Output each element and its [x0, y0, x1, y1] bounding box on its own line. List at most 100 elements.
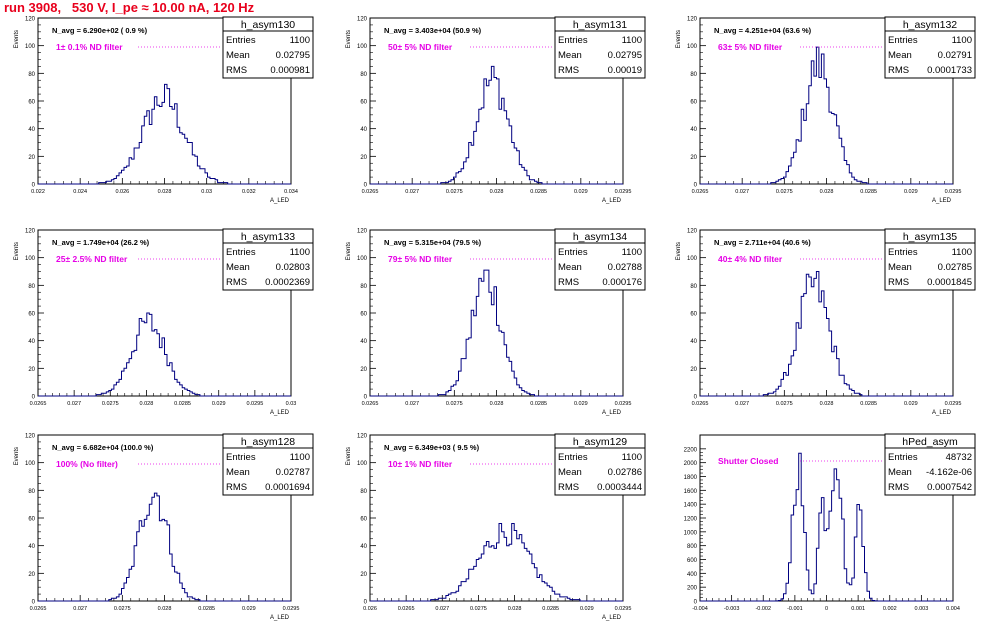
- y-tick-label: 0: [364, 600, 368, 606]
- stats-value-rms: 0.000981: [270, 65, 310, 76]
- stats-label-entries: Entries: [226, 452, 256, 463]
- y-tick-label: 100: [25, 44, 36, 50]
- histogram-line: [370, 65, 623, 185]
- filter-annotation: 40± 4% ND filter: [718, 254, 783, 264]
- y-tick-label: 40: [690, 339, 697, 345]
- y-tick-label: 100: [357, 256, 368, 262]
- x-tick-label: 0.022: [31, 189, 45, 195]
- y-axis-title: Events: [346, 447, 352, 465]
- run-title: run 3908, 530 V, I_pe ≈ 10.00 nA, 120 Hz: [4, 0, 255, 15]
- y-tick-label: 20: [690, 155, 697, 161]
- stats-value-mean: 0.02795: [608, 50, 642, 61]
- x-tick-label: 0.003: [914, 606, 928, 612]
- stats-label-rms: RMS: [888, 482, 909, 493]
- x-tick-label: 0.0265: [398, 606, 415, 612]
- histogram-line: [700, 452, 953, 602]
- stats-value-mean: 0.02788: [608, 262, 642, 273]
- stats-label-entries: Entries: [226, 247, 256, 258]
- stats-title: h_asym129: [573, 436, 627, 448]
- stats-label-entries: Entries: [558, 35, 588, 46]
- filter-annotation: 50± 5% ND filter: [388, 42, 453, 52]
- stats-label-entries: Entries: [888, 452, 918, 463]
- stats-label-rms: RMS: [226, 65, 247, 76]
- stats-title: h_asym133: [241, 231, 295, 243]
- x-tick-label: 0.0295: [615, 401, 632, 407]
- stats-value-mean: 0.02803: [276, 262, 310, 273]
- navg-label: N_avg = 6.682e+04 (100.0 %): [52, 443, 154, 452]
- x-tick-label: 0.0275: [470, 606, 487, 612]
- x-tick-label: 0.028: [820, 189, 834, 195]
- panel-h_asym128: 0 20 40 60 80 100 120 0.0265 0.027 0.0275 0.028 0.0…: [14, 433, 314, 621]
- stats-value-entries: 1100: [622, 452, 642, 463]
- panel-hPed_asym: 0 200 400 600 800 1000 1200 1400 1600 1800 2000 220…: [684, 433, 976, 612]
- x-tick-label: 0.0265: [362, 189, 379, 195]
- stats-label-rms: RMS: [558, 277, 579, 288]
- x-tick-label: -0.004: [692, 606, 708, 612]
- x-tick-label: 0.0265: [362, 401, 379, 407]
- x-tick-label: 0.0295: [945, 401, 962, 407]
- filter-annotation: 79± 5% ND filter: [388, 254, 453, 264]
- stats-value-rms: 0.000176: [602, 277, 642, 288]
- stats-value-entries: 1100: [290, 452, 310, 463]
- y-tick-label: 120: [357, 434, 368, 440]
- x-tick-label: 0.028: [508, 606, 522, 612]
- y-tick-label: 0: [364, 395, 368, 401]
- x-tick-label: 0.0295: [945, 189, 962, 195]
- x-tick-label: 0.0285: [530, 189, 547, 195]
- stats-value-mean: -4.162e-06: [926, 467, 972, 478]
- x-tick-label: 0.0285: [542, 606, 559, 612]
- stats-label-rms: RMS: [558, 65, 579, 76]
- x-tick-label: 0.029: [242, 606, 256, 612]
- navg-label: N_avg = 1.749e+04 (26.2 %): [52, 238, 150, 247]
- x-tick-label: -0.002: [755, 606, 771, 612]
- x-tick-label: 0.028: [158, 189, 172, 195]
- y-tick-label: 0: [694, 600, 698, 606]
- x-tick-label: 0.0265: [30, 606, 47, 612]
- navg-label: N_avg = 6.349e+03 ( 9.5 %): [384, 443, 480, 452]
- stats-value-entries: 1100: [622, 35, 642, 46]
- x-tick-label: 0.0295: [615, 189, 632, 195]
- x-tick-label: 0.0275: [446, 401, 463, 407]
- stats-value-rms: 0.0003444: [597, 482, 642, 493]
- stats-value-mean: 0.02786: [608, 467, 642, 478]
- stats-title: hPed_asym: [902, 436, 958, 448]
- stats-value-mean: 0.02791: [938, 50, 972, 61]
- y-tick-label: 120: [357, 17, 368, 23]
- stats-label-mean: Mean: [888, 467, 912, 478]
- y-axis-title: Events: [676, 30, 682, 48]
- y-tick-label: 40: [360, 339, 367, 345]
- histogram-line: [38, 492, 291, 602]
- x-tick-label: 0.026: [115, 189, 129, 195]
- stats-value-rms: 0.0001733: [927, 65, 972, 76]
- stats-value-rms: 0.0001845: [927, 277, 972, 288]
- filter-annotation: 1± 0.1% ND filter: [56, 42, 123, 52]
- y-tick-label: 200: [687, 586, 698, 592]
- y-axis-title: Events: [14, 30, 20, 48]
- x-tick-label: 0.029: [574, 189, 588, 195]
- x-tick-label: 0.029: [580, 606, 594, 612]
- y-tick-label: 40: [28, 127, 35, 133]
- y-tick-label: 60: [360, 517, 367, 523]
- stats-value-entries: 1100: [290, 35, 310, 46]
- panel-h_asym134: 0 20 40 60 80 100 120 0.0265 0.027 0.0275 0.028 0.0…: [346, 228, 646, 416]
- stats-label-mean: Mean: [558, 262, 582, 273]
- y-tick-label: 20: [28, 367, 35, 373]
- x-tick-label: 0.027: [405, 401, 419, 407]
- x-tick-label: 0.0295: [615, 606, 632, 612]
- stats-label-rms: RMS: [226, 482, 247, 493]
- x-axis-title: A_LED: [270, 198, 290, 204]
- y-tick-label: 120: [687, 17, 698, 23]
- x-tick-label: 0.0275: [776, 401, 793, 407]
- stats-value-rms: 0.00019: [608, 65, 642, 76]
- stats-value-rms: 0.0001694: [265, 482, 310, 493]
- panel-h_asym133: 0 20 40 60 80 100 120 0.0265 0.027 0.0275 0.028 0.0…: [14, 228, 314, 416]
- x-axis-title: A_LED: [932, 198, 952, 204]
- x-tick-label: 0.027: [435, 606, 449, 612]
- y-axis-title: Events: [14, 447, 20, 465]
- x-tick-label: 0.028: [140, 401, 154, 407]
- y-tick-label: 80: [28, 72, 35, 78]
- y-tick-label: 800: [687, 544, 698, 550]
- stats-value-entries: 1100: [952, 247, 972, 258]
- stats-box: [222, 228, 314, 291]
- x-tick-label: 0.029: [212, 401, 226, 407]
